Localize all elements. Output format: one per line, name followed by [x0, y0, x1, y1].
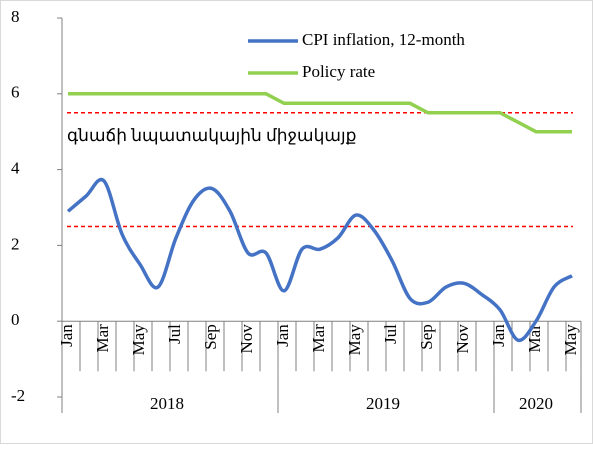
y-tick-label: 0 — [11, 310, 20, 329]
x-tick-label: Mar — [525, 324, 544, 353]
y-tick-label: 6 — [11, 83, 20, 102]
x-tick-label: Jul — [381, 324, 400, 344]
series-line — [68, 92, 572, 134]
group-label: 2019 — [366, 394, 400, 413]
x-tick-label: Jan — [489, 324, 508, 347]
x-tick-label: Mar — [93, 324, 112, 353]
group-label: 2020 — [519, 394, 553, 413]
y-tick-label: -2 — [11, 386, 25, 405]
x-tick-label: Nov — [237, 324, 256, 354]
x-tick-label: May — [561, 324, 580, 356]
legend-label: CPI inflation, 12-month — [302, 30, 465, 49]
y-tick-label: 8 — [11, 7, 20, 26]
group-label: 2018 — [150, 394, 184, 413]
x-tick-label: Jan — [57, 324, 76, 347]
x-tick-label: Jul — [165, 324, 184, 344]
x-tick-label: Sep — [417, 324, 436, 350]
y-tick-label: 4 — [11, 159, 20, 178]
x-tick-label: Jan — [273, 324, 292, 347]
y-tick-label: 2 — [11, 234, 20, 253]
annotation: գնաճի նպատակային միջակայք — [67, 126, 356, 145]
x-tick-label: May — [345, 324, 364, 356]
x-tick-label: Mar — [309, 324, 328, 353]
x-tick-label: May — [129, 324, 148, 356]
x-tick-label: Nov — [453, 324, 472, 354]
legend-label: Policy rate — [302, 62, 375, 81]
x-tick-label: Sep — [201, 324, 220, 350]
series-line — [66, 177, 573, 342]
